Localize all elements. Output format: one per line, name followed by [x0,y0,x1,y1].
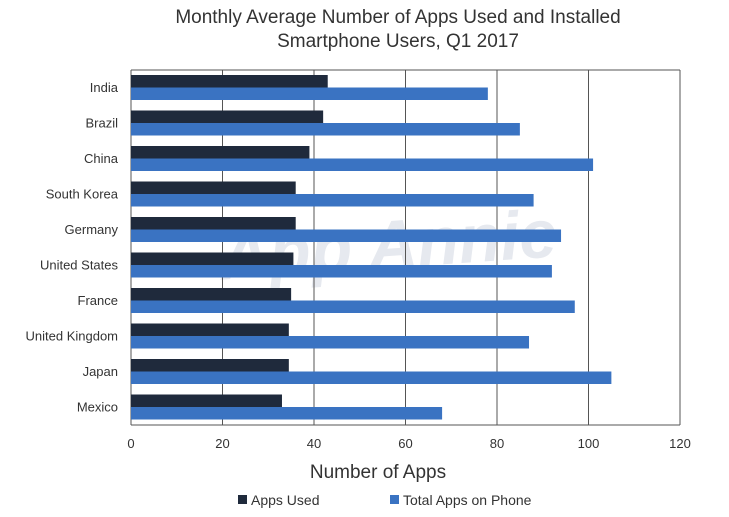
category-label: United States [40,258,119,273]
watermark-layer: App Annie [215,195,559,294]
category-label: India [90,80,119,95]
bar-brazil-total-apps-on-phone [131,123,520,136]
category-label: Japan [83,364,118,379]
bar-germany-total-apps-on-phone [131,229,562,242]
x-tick-label: 0 [127,436,134,451]
x-tick-label: 20 [215,436,229,451]
legend-label: Total Apps on Phone [403,492,532,508]
bar-india-apps-used [131,75,328,88]
category-label: Mexico [77,400,118,415]
category-label: South Korea [46,187,119,202]
chart-title-line-1: Monthly Average Number of Apps Used and … [175,7,621,28]
bars-layer [131,75,612,420]
bar-south-korea-apps-used [131,181,296,194]
bar-united-kingdom-total-apps-on-phone [131,336,530,349]
category-label: Germany [65,222,119,237]
legend-label: Apps Used [251,492,319,508]
x-tick-label: 60 [398,436,412,451]
bar-france-total-apps-on-phone [131,300,575,313]
legend-swatch-total-apps-on-phone [390,495,399,504]
bar-united-states-apps-used [131,252,294,265]
bar-united-kingdom-apps-used [131,323,289,336]
x-tick-label: 40 [307,436,321,451]
x-tick-label: 100 [578,436,600,451]
x-tick-label: 80 [490,436,504,451]
x-tick-label: 120 [669,436,691,451]
bar-brazil-apps-used [131,110,324,123]
x-axis-title: Number of Apps [310,462,446,483]
category-label: France [78,293,118,308]
watermark: App Annie [215,195,559,294]
bar-mexico-apps-used [131,394,282,407]
bar-china-total-apps-on-phone [131,158,594,171]
chart-title-line-2: Smartphone Users, Q1 2017 [277,31,519,52]
category-label: United Kingdom [26,329,119,344]
bar-japan-apps-used [131,359,289,372]
bar-south-korea-total-apps-on-phone [131,194,534,207]
bar-france-apps-used [131,288,292,301]
category-labels: India Brazil China South Korea Germany United… [26,80,119,415]
bar-india-total-apps-on-phone [131,87,488,100]
bar-china-apps-used [131,146,310,159]
bar-germany-apps-used [131,217,296,230]
x-tick-labels: 0 20 40 60 80 100 120 [127,436,690,451]
bar-mexico-total-apps-on-phone [131,407,443,420]
legend: Apps Used Total Apps on Phone [238,492,532,508]
chart-title: Monthly Average Number of Apps Used and … [0,6,729,54]
legend-swatch-apps-used [238,495,247,504]
category-label: China [84,151,119,166]
category-label: Brazil [85,116,118,131]
bar-japan-total-apps-on-phone [131,371,612,384]
bar-united-states-total-apps-on-phone [131,265,552,278]
